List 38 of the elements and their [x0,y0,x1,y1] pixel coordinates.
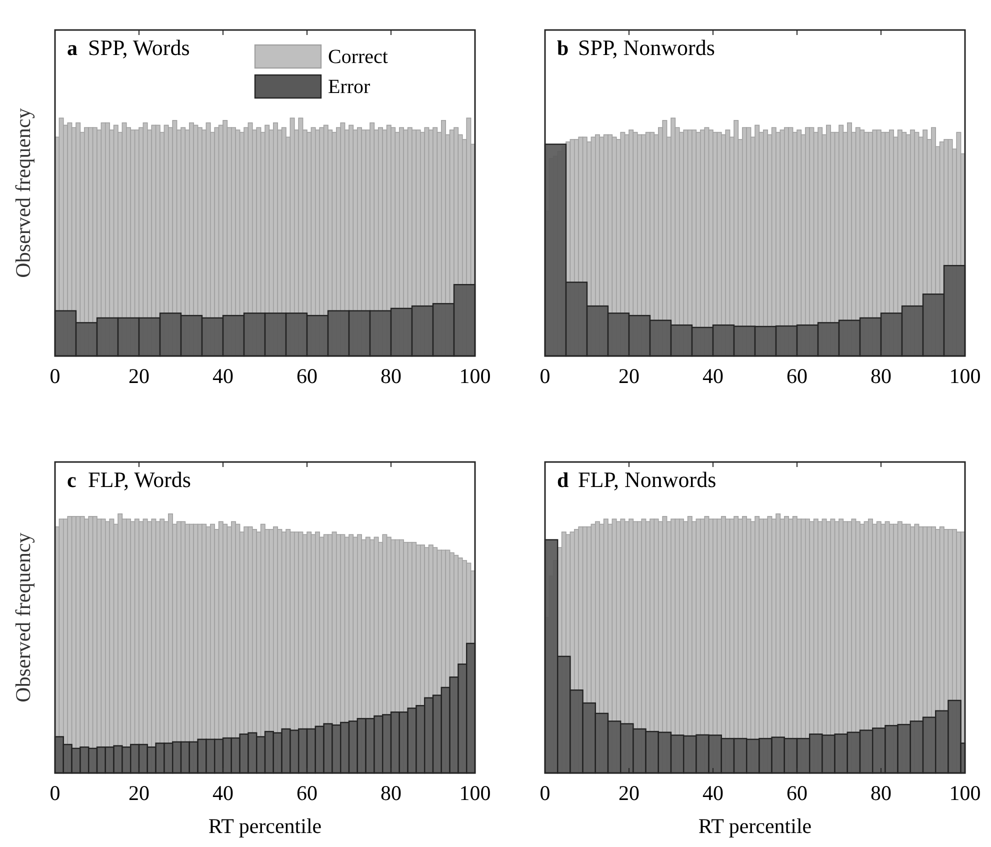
x-tick-label: 0 [540,364,550,388]
chart-title: SPP, Nonwords [578,35,715,60]
x-tick-label: 60 [296,364,318,388]
x-tick-label: 40 [702,781,724,805]
legend-label: Error [328,76,371,98]
text: a [67,36,78,60]
x-tick-label: 60 [296,781,318,805]
x-tick-label: 60 [786,364,808,388]
x-tick-label: 80 [380,781,402,805]
x-tick-label: 100 [459,781,491,805]
x-tick-label: 80 [870,364,892,388]
x-tick-label: 20 [618,364,640,388]
chart-title: SPP, Words [88,35,190,60]
chart-title: FLP, Nonwords [578,467,716,492]
text: c [67,468,76,492]
text: b [557,36,569,60]
x-tick-label: 40 [702,364,724,388]
x-axis-title: RT percentile [208,814,322,838]
x-tick-label: 100 [949,364,981,388]
x-axis-title: RT percentile [698,814,812,838]
x-tick-label: 100 [459,364,491,388]
x-tick-label: 40 [212,364,234,388]
chart-title: FLP, Words [88,467,191,492]
x-tick-label: 0 [540,781,550,805]
y-axis-title: Observed frequency [11,108,35,278]
x-tick-label: 20 [128,364,150,388]
x-tick-label: 60 [786,781,808,805]
x-tick-label: 20 [128,781,150,805]
legend-label: Correct [328,46,388,68]
x-tick-label: 100 [949,781,981,805]
x-tick-label: 0 [50,364,60,388]
x-tick-label: 80 [870,781,892,805]
x-tick-label: 20 [618,781,640,805]
x-tick-label: 40 [212,781,234,805]
x-tick-label: 0 [50,781,60,805]
text: d [557,468,569,492]
x-tick-label: 80 [380,364,402,388]
y-axis-title: Observed frequency [11,532,35,702]
